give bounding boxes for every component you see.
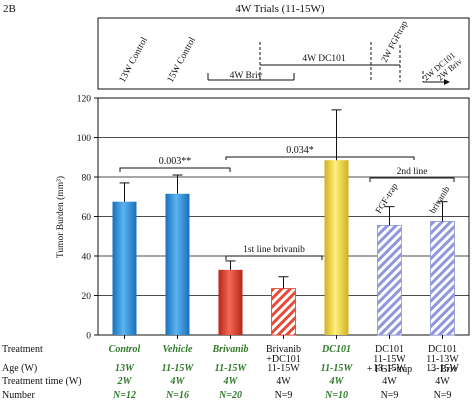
second-line-label: 2nd line: [397, 167, 428, 177]
bar: [324, 160, 349, 335]
treatment-time-cell: 4W: [435, 376, 450, 387]
row-header-treatment: Treatment: [2, 344, 43, 355]
number-cell: N=12: [112, 390, 136, 401]
y-tick-label: 0: [86, 332, 91, 342]
y-tick-label: 40: [82, 253, 92, 263]
bar: [271, 288, 296, 336]
timeline-box: [97, 17, 470, 90]
treatment-time-cell: 4W: [223, 376, 239, 387]
row-header-treatment-time: Treatment time (W): [2, 376, 82, 387]
y-tick-label: 120: [77, 95, 92, 105]
age-cell: 11-15W: [321, 363, 354, 374]
number-cell: N=10: [324, 390, 348, 401]
treatment-cell: Brivanib: [211, 344, 248, 355]
treatment-time-cell: 2W: [117, 376, 133, 387]
p-value-1: 0.003**: [159, 156, 192, 167]
y-tick-label: 80: [82, 174, 92, 184]
treatment-cell: Vehicle: [163, 344, 194, 355]
bar-group: [165, 174, 190, 339]
number-cell: N=16: [165, 390, 189, 401]
bar-group: [112, 182, 137, 339]
panel-label: 2B: [3, 3, 16, 15]
number-cell: N=9: [381, 390, 399, 401]
age-cell: 11-15W: [162, 363, 195, 374]
treatment-time-cell: 4W: [170, 376, 186, 387]
p-value-2: 0.034*: [286, 145, 314, 156]
number-cell: N=20: [218, 390, 242, 401]
bar: [430, 221, 455, 336]
bars: [112, 109, 455, 339]
bar-group: [430, 201, 455, 339]
age-cell: 13-15W: [373, 363, 406, 374]
age-cell: 11-15W: [215, 363, 248, 374]
timeline-label-15w-control: 15W Control: [166, 36, 198, 85]
treatment-cell: 11-13W: [426, 354, 459, 365]
bar: [218, 269, 243, 335]
bracket-first-line: [225, 255, 323, 260]
age-cell: 13W: [115, 363, 135, 374]
treatment-cell: +DC101: [266, 354, 301, 365]
age-cell: 11-15W: [267, 363, 300, 374]
timeline-arrow-head: [444, 79, 450, 85]
bar-group: [324, 109, 349, 339]
table-cells: Control 13W 2W N=12 Vehicle 11-15W 4W N=16 Briva…: [109, 344, 460, 401]
bar-group: [218, 260, 243, 339]
treatment-cell: DC101: [375, 344, 404, 355]
treatment-cell: DC101: [428, 344, 457, 355]
first-line-label: 1st line brivanib: [243, 245, 305, 255]
treatment-cell: 11-15W: [373, 354, 406, 365]
bracket-brivanib-dc101: [225, 156, 415, 160]
treatment-time-cell: 4W: [382, 376, 397, 387]
bracket-second-line: [369, 177, 455, 182]
treatment-cell: → Briv: [427, 364, 457, 375]
treatment-cell: + FGF-trap: [367, 364, 412, 375]
timeline-label-13w-control: 13W Control: [118, 36, 150, 85]
bar: [377, 224, 402, 336]
bar-group: [377, 206, 402, 339]
age-cell: 13-15W: [426, 363, 459, 374]
y-axis-ticks: 0 20 40 60 80 100 120: [77, 95, 98, 342]
treatment-cell: Brivanib: [266, 344, 301, 355]
treatment-cell: Control: [109, 344, 141, 355]
row-header-age: Age (W): [2, 363, 37, 374]
number-cell: N=9: [434, 390, 452, 401]
bar-chart: 0 20 40 60 80 100 120 Tumor Burden (mm³) 0.003…: [55, 95, 470, 342]
timeline-label-4w-dc101: 4W DC101: [302, 54, 346, 64]
y-tick-label: 100: [77, 134, 92, 144]
treatment-cell: DC101: [321, 344, 351, 355]
bar: [165, 193, 190, 335]
timeline-panel: 4W Trials (11-15W) 13W Control 15W Contr…: [97, 3, 470, 90]
bar: [112, 201, 137, 335]
treatment-time-cell: 4W: [276, 376, 291, 387]
y-tick-label: 60: [82, 213, 92, 223]
timeline-label-4w-briv: 4W Briv: [230, 71, 263, 81]
timeline-title: 4W Trials (11-15W): [235, 3, 325, 15]
treatment-time-cell: 4W: [329, 376, 345, 387]
row-header-number: Number: [2, 390, 35, 401]
bar-group: [271, 276, 296, 339]
timeline-label-2w-fgftrap: 2W FGFtrap: [379, 19, 409, 64]
number-cell: N=9: [275, 390, 293, 401]
y-axis-label: Tumor Burden (mm³): [55, 176, 66, 258]
bracket-control-brivanib: [119, 167, 231, 172]
y-tick-label: 20: [82, 292, 92, 302]
treatment-table: Treatment Age (W) Treatment time (W) Num…: [2, 344, 459, 401]
